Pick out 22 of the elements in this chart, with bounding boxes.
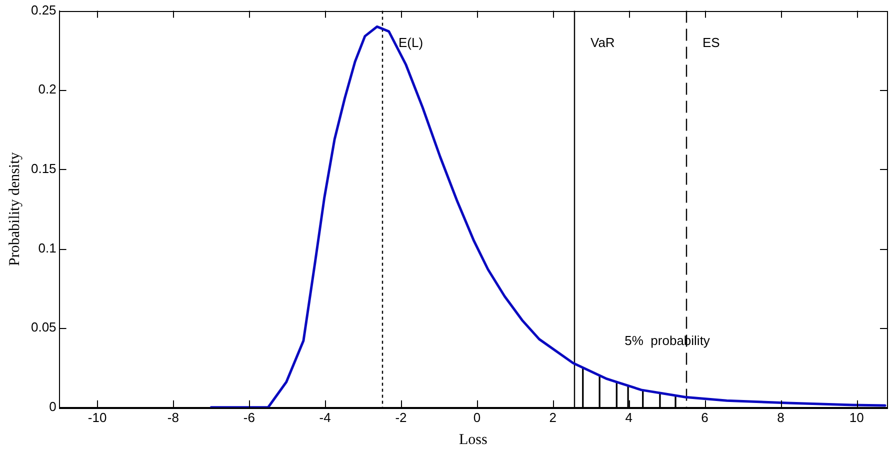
y-tick-label: 0.05 (30, 320, 56, 335)
x-tick-label: 6 (701, 410, 708, 425)
x-tick-label: 4 (625, 410, 632, 425)
ref-line-label: VaR (590, 34, 615, 50)
x-tick-label: 8 (777, 410, 784, 425)
x-tick-label: -6 (243, 410, 255, 425)
x-tick-label: 0 (473, 410, 481, 425)
y-tick-label: 0.1 (38, 240, 56, 256)
y-tick-label: 0.15 (30, 161, 56, 176)
y-tick-label: 0.25 (30, 2, 56, 18)
y-axis-title: Probability density (6, 152, 23, 266)
x-tick-label: 2 (549, 410, 556, 425)
y-tick-label: 0.2 (38, 82, 56, 97)
x-tick-label: -8 (167, 410, 179, 425)
x-tick-label: -2 (395, 410, 407, 425)
ref-line-label: ES (702, 34, 720, 50)
y-tick-label: 0 (49, 398, 56, 414)
ref-line-label: E(L) (398, 34, 424, 50)
x-axis-title: Loss (458, 432, 488, 448)
x-tick-label: -10 (88, 410, 107, 425)
x-tick-label: 10 (849, 410, 864, 425)
x-tick-label: -4 (319, 410, 331, 425)
